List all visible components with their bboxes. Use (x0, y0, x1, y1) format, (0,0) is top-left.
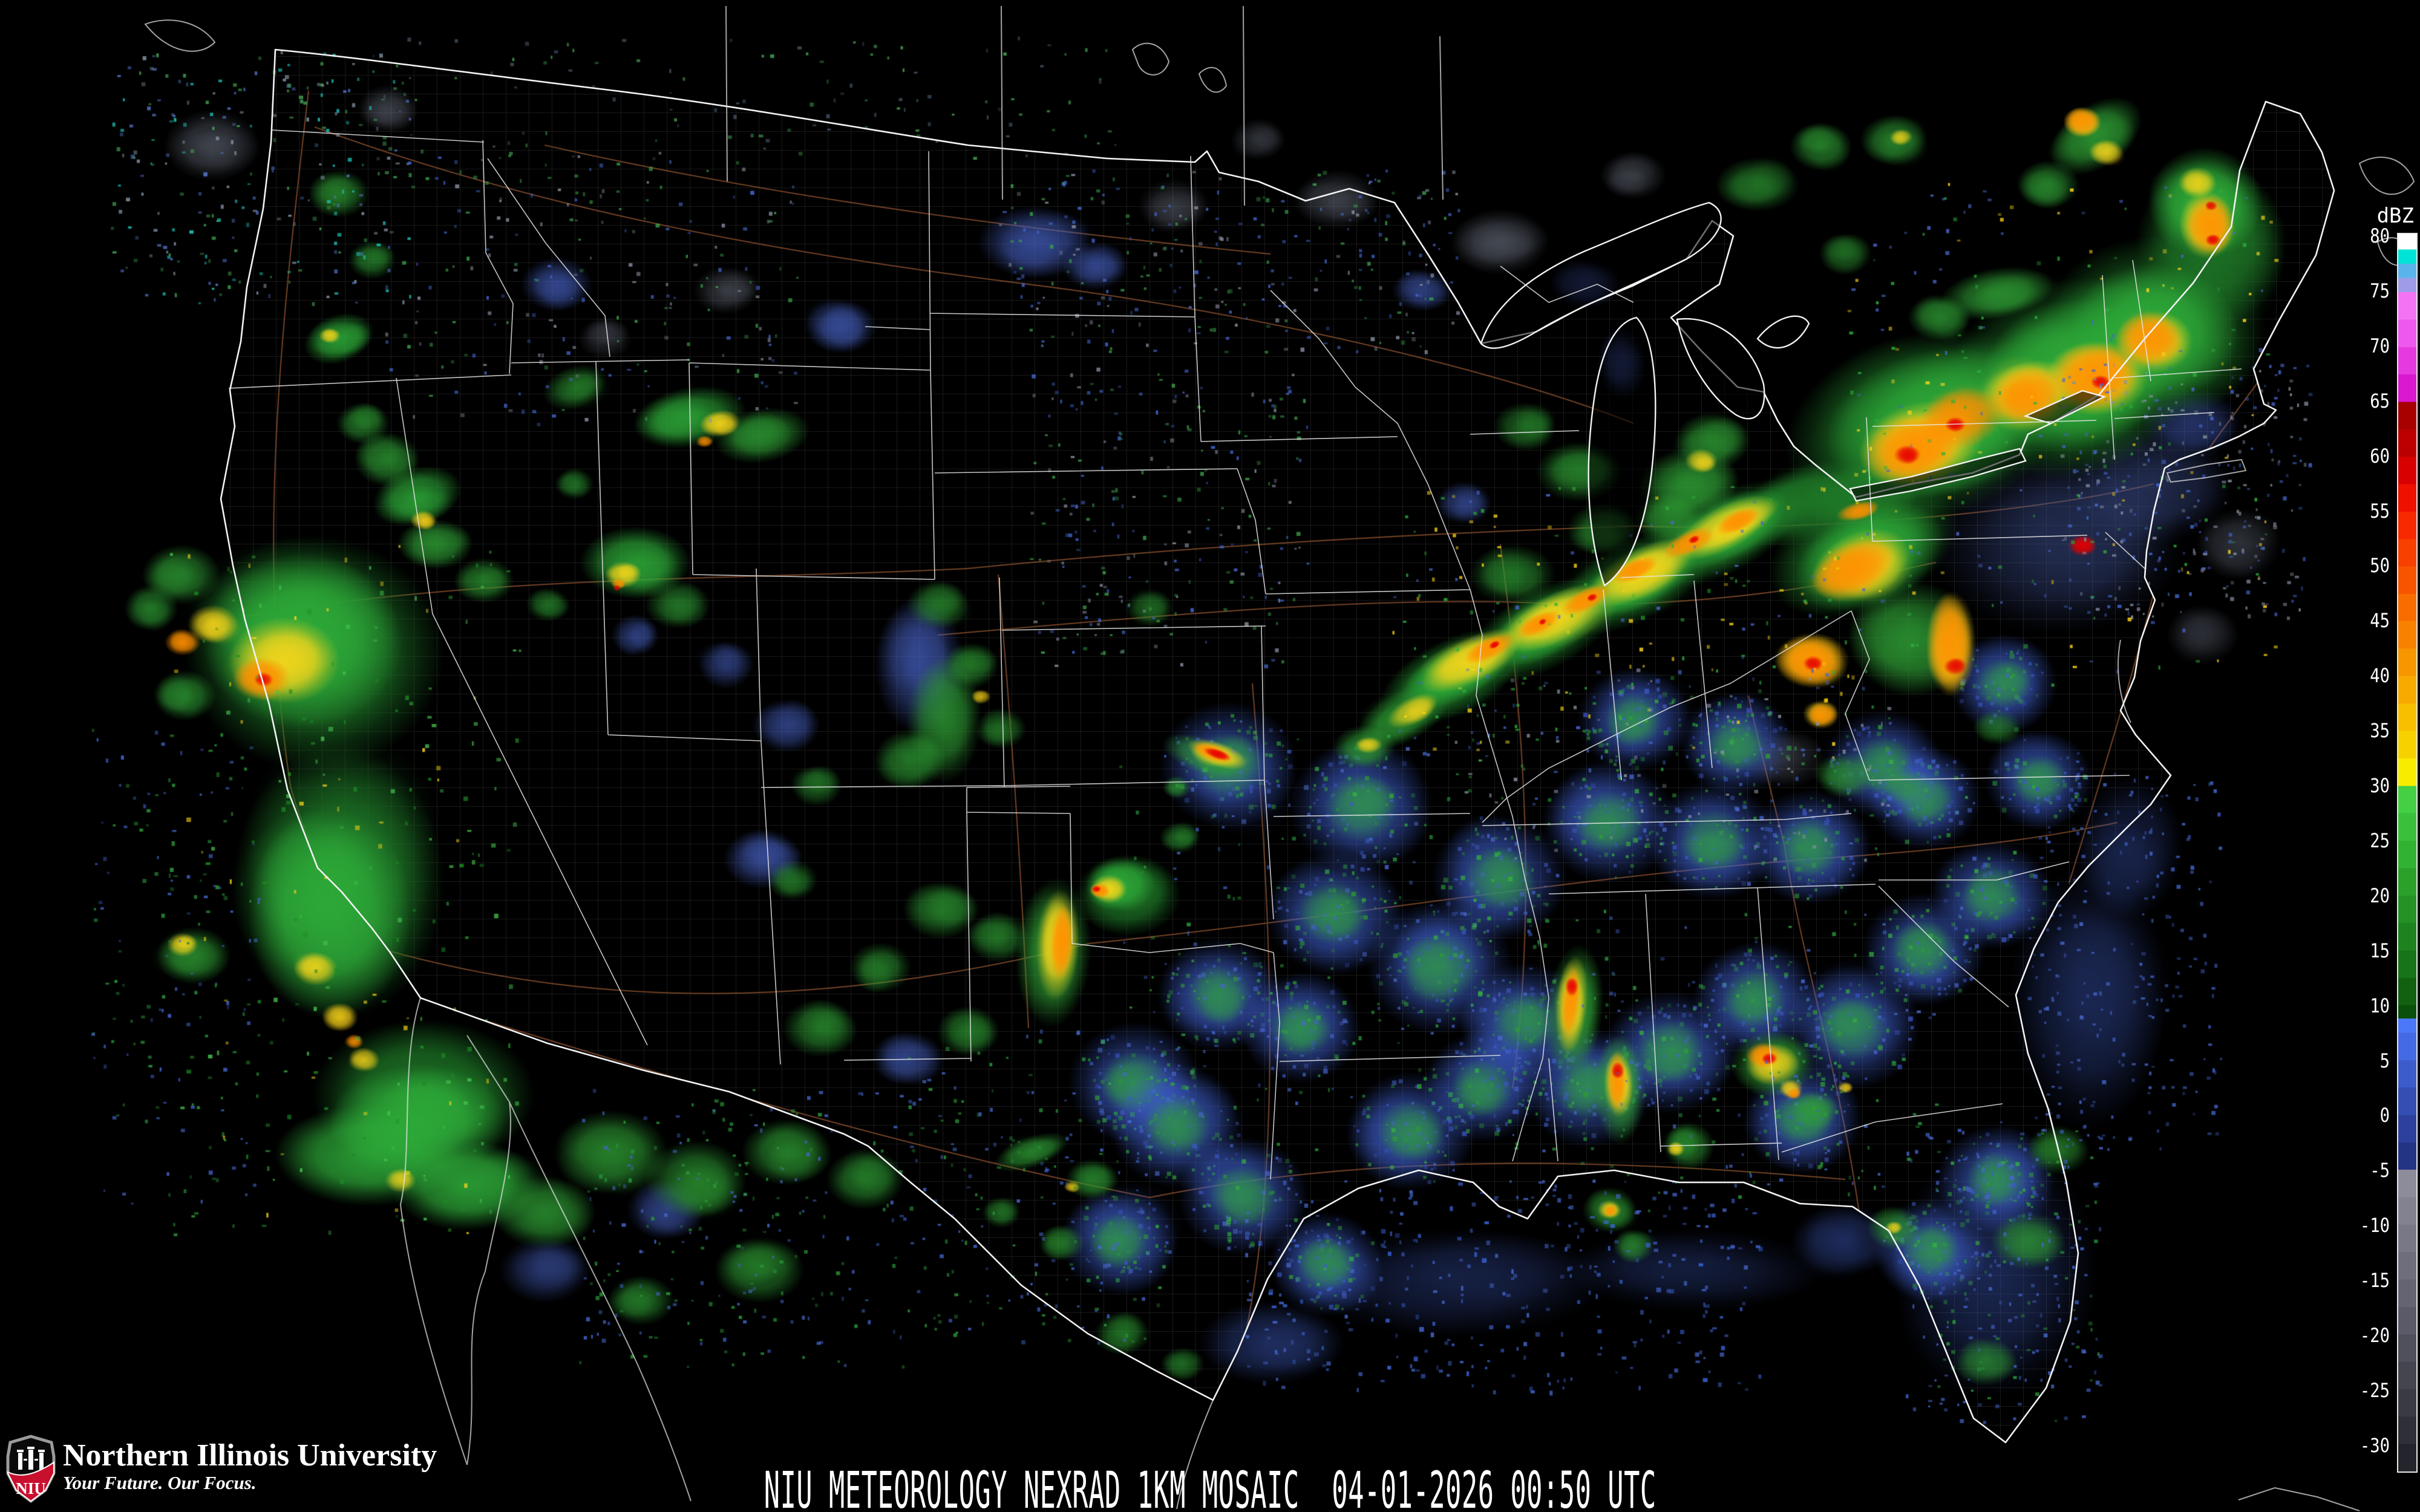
colorbar-tick: 40 (2370, 664, 2390, 688)
colorbar-tick: 80 (2370, 224, 2390, 247)
colorbar-tick: 15 (2370, 939, 2390, 962)
product-caption: NIU METEOROLOGY NEXRAD 1KM MOSAIC 04-01-… (764, 1461, 1656, 1512)
conus-outline (221, 50, 2334, 1442)
colorbar-tick: -10 (2360, 1214, 2390, 1237)
colorbar-tick: 50 (2370, 554, 2390, 578)
colorbar-tick: 65 (2370, 389, 2390, 412)
colorbar-tick: 10 (2370, 994, 2390, 1017)
colorbar-tick: -30 (2360, 1433, 2390, 1457)
colorbar-tick: 45 (2370, 609, 2390, 633)
university-name: Northern Illinois University (63, 1438, 437, 1473)
colorbar-tick: 0 (2379, 1104, 2390, 1127)
colorbar-tick: 70 (2370, 334, 2390, 357)
colorbar-tick: 75 (2370, 279, 2390, 302)
colorbar-tick: -20 (2360, 1324, 2390, 1347)
colorbar-tick: 5 (2379, 1049, 2390, 1072)
colorbar-unit-label: dBZ (2376, 204, 2414, 228)
colorbar-tick: 35 (2370, 719, 2390, 743)
canada-mexico-lines (145, 6, 2414, 1511)
niu-branding: NIU Northern Illinois University Your Fu… (5, 1435, 465, 1508)
university-tagline: Your Future. Our Focus. (63, 1472, 257, 1493)
niu-shield-logo: NIU (6, 1435, 56, 1504)
great-lakes (1481, 203, 2104, 585)
colorbar-tick: 20 (2370, 884, 2390, 907)
colorbar-tick: 60 (2370, 444, 2390, 468)
shield-niu-text: NIU (16, 1479, 46, 1497)
colorbar-tick: -15 (2360, 1269, 2390, 1292)
state-borders (229, 130, 2242, 1179)
colorbar-tick: 25 (2370, 829, 2390, 852)
colorbar-tick: 30 (2370, 774, 2390, 797)
castle-icon (17, 1447, 45, 1470)
reflectivity-colorbar (2397, 232, 2418, 1473)
shield-red-swoosh (7, 1461, 54, 1502)
colorbar-tick: 55 (2370, 499, 2390, 523)
colorbar-tick: -5 (2370, 1159, 2390, 1182)
colorbar-tick: -25 (2360, 1378, 2390, 1402)
